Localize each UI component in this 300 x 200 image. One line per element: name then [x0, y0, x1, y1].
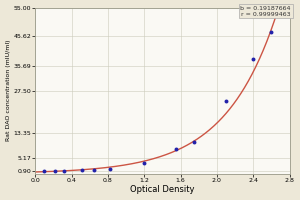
Text: b = 0.19187664
r = 0.99999463: b = 0.19187664 r = 0.99999463 [241, 6, 291, 17]
Point [142, 161, 147, 165]
Point [192, 140, 197, 143]
Point [80, 169, 85, 172]
Point [174, 148, 178, 151]
Point [92, 168, 97, 171]
Point [107, 168, 112, 171]
Point [269, 30, 274, 33]
Point [42, 169, 47, 172]
Point [224, 99, 228, 103]
X-axis label: Optical Density: Optical Density [130, 185, 195, 194]
Point [62, 169, 67, 172]
Point [251, 57, 256, 60]
Point [53, 169, 58, 172]
Y-axis label: Rat DAO concentration (mIU/ml): Rat DAO concentration (mIU/ml) [6, 40, 10, 141]
